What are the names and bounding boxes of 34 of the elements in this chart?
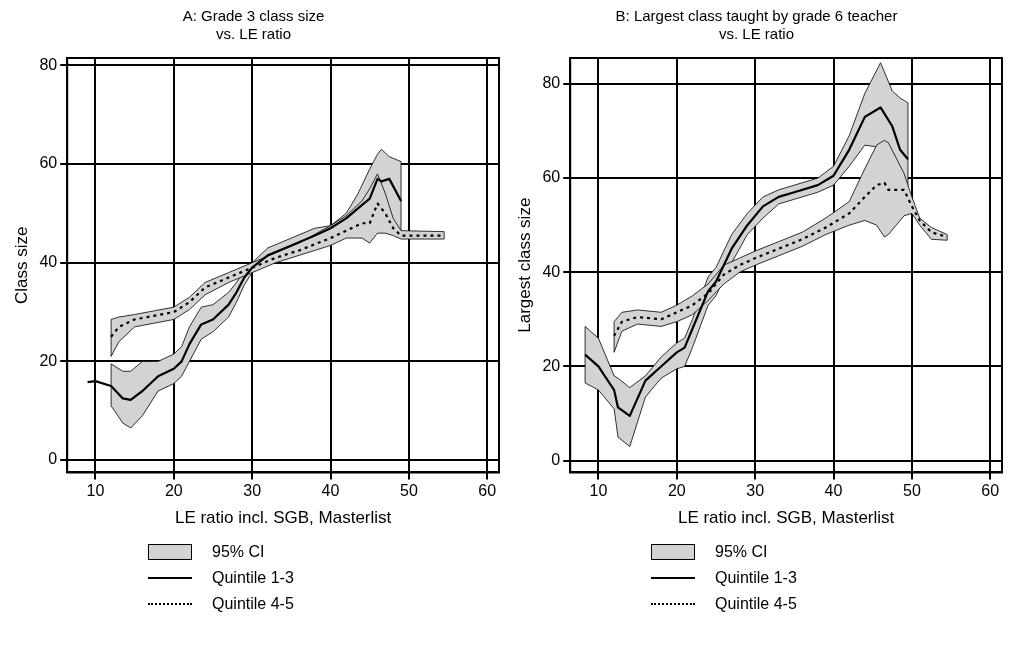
y-axis-title: Class size — [11, 226, 31, 304]
chart-title: B: Largest class taught by grade 6 teacher vs. LE ratio — [615, 7, 898, 43]
x-tick-label: 30 — [746, 482, 765, 500]
x-tick-label: 20 — [667, 482, 686, 500]
y-tick-label: 40 — [542, 262, 561, 280]
text: 95% CI — [212, 543, 265, 561]
x-tick-label: 60 — [478, 482, 497, 500]
chart-title: A: Grade 3 class size vs. LE ratio — [182, 7, 325, 43]
legend-label: Quintile 4-5 — [212, 595, 294, 613]
x-tick-label: 10 — [589, 482, 608, 500]
legend-label: Quintile 1-3 — [715, 569, 797, 587]
x-tick-label: 50 — [902, 482, 921, 500]
y-axis-title: Largest class size — [514, 197, 534, 333]
x-tick-label: 40 — [824, 482, 843, 500]
y-tick-label: 0 — [551, 451, 561, 469]
legend-label: Quintile 4-5 — [715, 595, 797, 613]
x-tick-label: 10 — [86, 482, 105, 500]
x-tick-label: 50 — [399, 482, 418, 500]
x-tick-label: 60 — [981, 482, 1000, 500]
x-tick-label: 30 — [243, 482, 262, 500]
y-tick-label: 20 — [39, 351, 58, 369]
y-tick-label: 20 — [542, 356, 561, 374]
y-tick-label: 80 — [542, 74, 561, 92]
y-tick-label: 60 — [39, 154, 58, 172]
text: 95% CI — [715, 543, 768, 561]
x-tick-label: 20 — [164, 482, 183, 500]
y-tick-label: 80 — [39, 55, 58, 73]
x-axis-title: LE ratio incl. SGB, Masterlist — [174, 508, 392, 528]
y-tick-label: 0 — [48, 450, 58, 468]
y-tick-label: 60 — [542, 168, 561, 186]
x-axis-title: LE ratio incl. SGB, Masterlist — [677, 508, 895, 528]
x-tick-label: 40 — [321, 482, 340, 500]
legend-label: Quintile 1-3 — [212, 569, 294, 587]
y-tick-label: 40 — [39, 253, 58, 271]
